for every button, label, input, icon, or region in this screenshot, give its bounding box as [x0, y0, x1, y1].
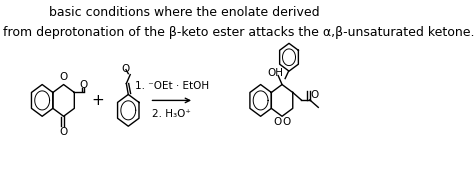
Text: 2. H₃O⁺: 2. H₃O⁺: [152, 109, 191, 119]
Text: O: O: [310, 90, 319, 100]
Text: O: O: [273, 117, 282, 127]
Text: O: O: [121, 64, 130, 74]
Text: O: O: [59, 72, 68, 82]
Text: from deprotonation of the β-keto ester attacks the α,β-unsaturated ketone.: from deprotonation of the β-keto ester a…: [3, 26, 474, 39]
Text: O: O: [59, 127, 68, 137]
Text: OH: OH: [267, 68, 283, 78]
Text: basic conditions where the enolate derived: basic conditions where the enolate deriv…: [49, 6, 319, 19]
Text: 1. ⁻OEt · EtOH: 1. ⁻OEt · EtOH: [135, 82, 209, 91]
Text: +: +: [92, 93, 104, 108]
Text: O: O: [283, 117, 291, 127]
Text: O: O: [80, 80, 88, 90]
